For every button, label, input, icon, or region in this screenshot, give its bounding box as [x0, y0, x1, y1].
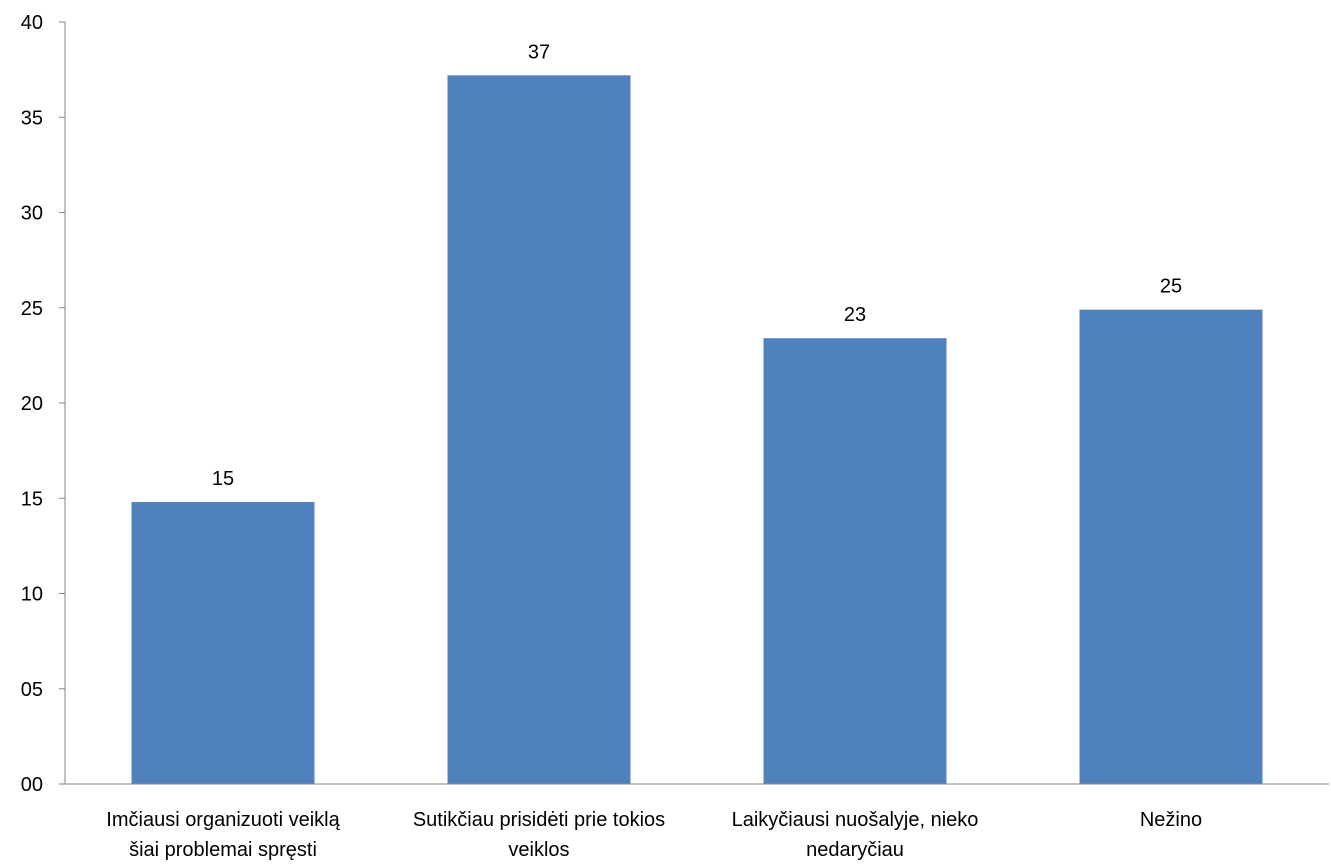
y-tick-label: 10	[21, 584, 43, 606]
data-label: 15	[212, 468, 234, 490]
x-category-label: nedaryčiau	[806, 839, 904, 861]
y-tick-label: 15	[21, 488, 43, 510]
data-label: 23	[844, 304, 866, 326]
y-tick-label: 40	[21, 12, 43, 34]
bar	[447, 75, 631, 785]
bar	[1079, 309, 1263, 784]
y-tick-label: 35	[21, 107, 43, 129]
x-category-label: šiai problemai spręsti	[129, 839, 317, 861]
x-category-label: veiklos	[508, 839, 569, 861]
y-tick-label: 30	[21, 203, 43, 225]
x-category-label: Nežino	[1140, 809, 1202, 831]
y-tick-label: 00	[21, 774, 43, 796]
data-label: 37	[528, 41, 550, 63]
y-tick-label: 20	[21, 393, 43, 415]
x-category-label: Sutikčiau prisidėti prie tokios	[413, 809, 665, 831]
bar	[131, 502, 315, 784]
bar	[763, 338, 947, 784]
y-tick-label: 25	[21, 298, 43, 320]
data-label: 25	[1160, 276, 1182, 298]
x-category-label: Laikyčiausi nuošalyje, nieko	[732, 809, 979, 831]
x-category-label: Imčiausi organizuoti veiklą	[106, 809, 340, 831]
y-tick-label: 05	[21, 679, 43, 701]
